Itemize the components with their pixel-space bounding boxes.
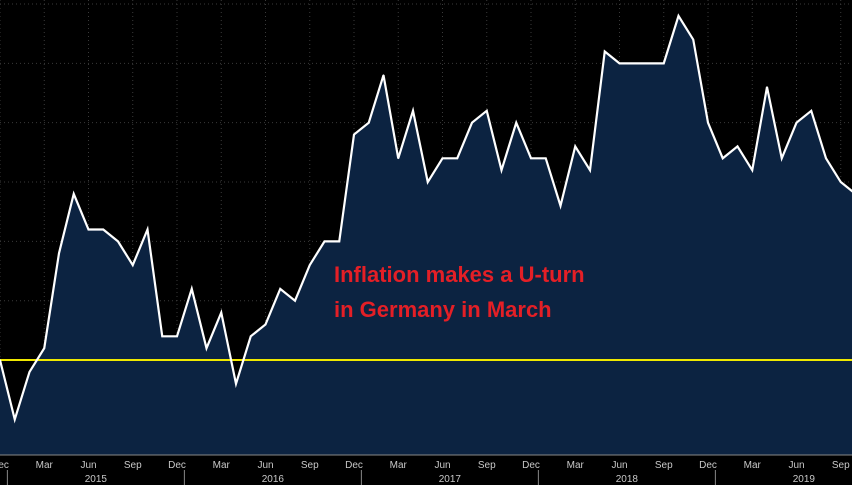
x-tick-label: Mar: [390, 460, 408, 471]
data-point: [249, 335, 252, 338]
data-point: [58, 252, 60, 255]
data-point: [603, 50, 606, 53]
data-point: [559, 204, 562, 207]
data-point: [0, 359, 1, 361]
data-point: [485, 110, 488, 112]
data-point: [338, 240, 341, 243]
year-label: 2016: [262, 474, 285, 485]
data-point: [721, 157, 724, 160]
x-tick-label: Mar: [744, 460, 762, 471]
data-point: [692, 38, 695, 41]
x-tick-label: Jun: [80, 460, 96, 471]
x-tick-label: Jun: [788, 460, 804, 471]
data-point: [825, 157, 827, 160]
data-point: [308, 264, 311, 266]
x-axis: Dec Mar Jun Sep Dec Mar Jun Sep Dec Mar Jun Sep Dec M…: [0, 454, 852, 485]
data-point: [220, 311, 223, 314]
annotation-line-2: in Germany in March: [334, 297, 552, 322]
data-point: [264, 323, 267, 326]
year-label: 2019: [793, 474, 816, 485]
x-tick-label: Sep: [832, 460, 850, 471]
data-point: [176, 335, 178, 338]
x-tick-label: Dec: [522, 460, 540, 471]
x-tick-label: Mar: [567, 460, 585, 471]
data-point: [131, 264, 134, 266]
data-point: [766, 86, 768, 88]
x-tick-label: Dec: [699, 460, 717, 471]
x-tick-label: Jun: [257, 460, 273, 471]
data-point: [648, 62, 650, 65]
data-point: [102, 228, 105, 231]
data-point: [28, 371, 31, 373]
data-point: [633, 62, 636, 65]
data-point: [795, 121, 798, 124]
data-point: [662, 62, 665, 65]
data-point: [397, 157, 400, 160]
data-point: [190, 288, 193, 290]
data-point: [441, 157, 444, 160]
annotation-line-1: Inflation makes a U-turn: [334, 262, 585, 287]
data-point: [72, 193, 75, 195]
x-tick-label: Dec: [0, 460, 9, 471]
data-point: [736, 145, 739, 148]
data-point: [13, 418, 16, 421]
data-point: [161, 335, 164, 338]
data-point: [618, 62, 621, 65]
data-point: [235, 382, 237, 385]
data-point: [574, 145, 577, 148]
data-point: [677, 15, 680, 17]
data-point: [530, 157, 532, 160]
x-tick-label: Sep: [478, 460, 496, 471]
data-point: [294, 299, 296, 302]
data-point: [382, 74, 385, 77]
x-tick-label: Mar: [213, 460, 231, 471]
data-point: [412, 110, 414, 112]
data-point: [471, 121, 473, 124]
data-point: [279, 288, 282, 290]
x-tick-label: Dec: [345, 460, 363, 471]
data-point: [500, 169, 503, 171]
data-point: [456, 157, 459, 160]
x-tick-label: Jun: [611, 460, 627, 471]
x-tick-label: Sep: [301, 460, 319, 471]
data-point: [323, 240, 326, 243]
year-label: 2018: [616, 474, 639, 485]
data-point: [367, 121, 370, 124]
data-points: [0, 15, 842, 421]
data-point: [117, 240, 119, 243]
data-point: [751, 169, 754, 171]
data-point: [544, 157, 547, 160]
year-label: 2017: [439, 474, 462, 485]
data-point: [426, 181, 429, 183]
chart-annotation: Inflation makes a U-turn in Germany in M…: [334, 262, 585, 322]
data-point: [780, 157, 783, 160]
data-point: [205, 347, 208, 349]
data-point: [87, 228, 90, 231]
data-point: [43, 347, 46, 349]
x-tick-label: Jun: [434, 460, 450, 471]
data-point: [515, 121, 518, 124]
year-label: 2015: [85, 474, 108, 485]
data-point: [589, 169, 591, 171]
series-area: [0, 15, 852, 455]
data-point: [146, 228, 149, 231]
data-point: [707, 121, 709, 124]
data-point: [353, 133, 355, 136]
data-point: [839, 181, 842, 183]
x-tick-label: Sep: [124, 460, 142, 471]
x-tick-label: Dec: [168, 460, 186, 471]
x-tick-label: Sep: [655, 460, 673, 471]
data-point: [810, 110, 813, 112]
x-tick-label: Mar: [36, 460, 54, 471]
